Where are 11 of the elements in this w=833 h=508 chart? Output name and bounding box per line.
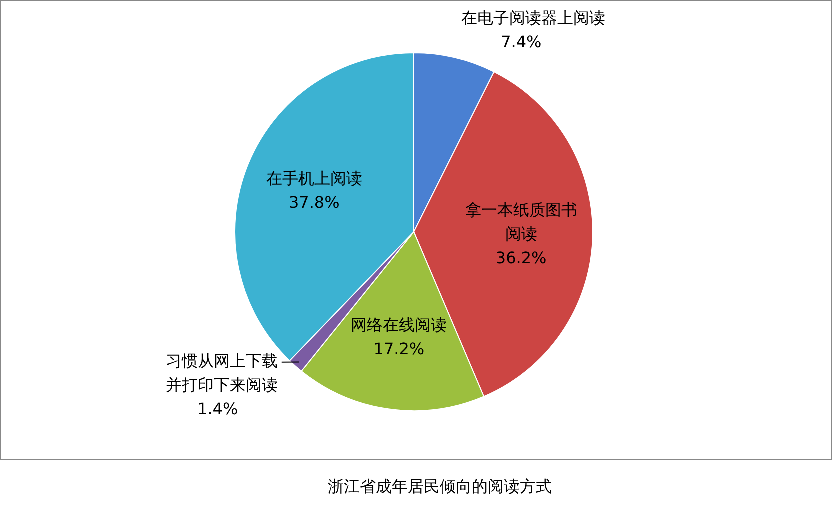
slice-label: 拿一本纸质图书阅读 <box>465 200 578 244</box>
data-label: 7.4% <box>501 33 542 52</box>
slice-label: 习惯从网上下载并打印下来阅读 <box>166 352 278 395</box>
slice-label: 在手机上阅读 <box>266 169 362 188</box>
data-label: 36.2% <box>496 248 547 268</box>
data-label: 37.8% <box>288 193 340 212</box>
slice-label: 在电子阅读器上阅读 <box>461 9 606 28</box>
text: 浙江省成年居民倾向的阅读方式 <box>328 477 552 496</box>
slice-label: 网络在线阅读 <box>351 316 448 335</box>
data-label: 17.2% <box>374 340 425 359</box>
data-label: 1.4% <box>198 400 238 419</box>
